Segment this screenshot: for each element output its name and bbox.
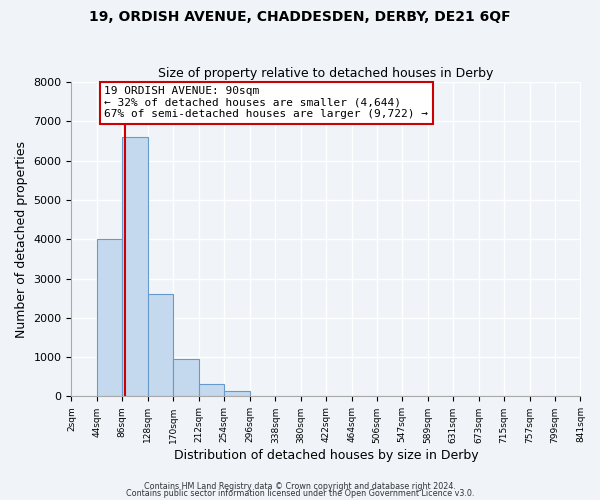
Y-axis label: Number of detached properties: Number of detached properties: [15, 141, 28, 338]
Text: 19, ORDISH AVENUE, CHADDESDEN, DERBY, DE21 6QF: 19, ORDISH AVENUE, CHADDESDEN, DERBY, DE…: [89, 10, 511, 24]
Text: Contains HM Land Registry data © Crown copyright and database right 2024.: Contains HM Land Registry data © Crown c…: [144, 482, 456, 491]
Bar: [122, 137, 148, 396]
Title: Size of property relative to detached houses in Derby: Size of property relative to detached ho…: [158, 66, 494, 80]
Bar: [148, 294, 173, 396]
Bar: [224, 392, 250, 396]
X-axis label: Distribution of detached houses by size in Derby: Distribution of detached houses by size …: [173, 450, 478, 462]
Bar: [173, 359, 199, 397]
Text: Contains public sector information licensed under the Open Government Licence v3: Contains public sector information licen…: [126, 490, 474, 498]
Bar: [97, 240, 122, 396]
Bar: [199, 384, 224, 396]
Text: 19 ORDISH AVENUE: 90sqm
← 32% of detached houses are smaller (4,644)
67% of semi: 19 ORDISH AVENUE: 90sqm ← 32% of detache…: [104, 86, 428, 119]
